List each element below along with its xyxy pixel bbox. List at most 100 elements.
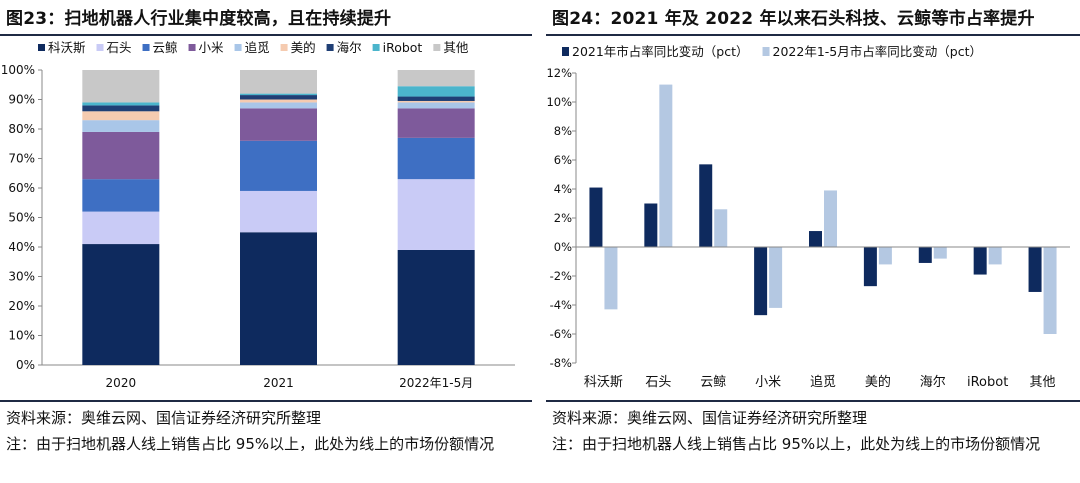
left-source-text: 资料来源：奥维云网、国信证券经济研究所整理 bbox=[6, 409, 322, 427]
left-figure-panel: 图23：扫地机器人行业集中度较高，且在持续提升 0% 10% 20% 30% 40% 50… bbox=[0, 0, 532, 483]
y-tick-label: -2% bbox=[550, 269, 572, 283]
left-figure-title: 图23：扫地机器人行业集中度较高，且在持续提升 bbox=[6, 9, 392, 29]
bar bbox=[863, 247, 877, 287]
y-tick-label: 100% bbox=[1, 63, 35, 77]
right-figure-title: 图24：2021 年及 2022 年以来石头科技、云鲸等市占率提升 bbox=[552, 9, 1035, 29]
legend-swatch bbox=[433, 44, 441, 51]
legend-swatch bbox=[280, 44, 288, 51]
bar-segment bbox=[240, 102, 317, 109]
bar bbox=[769, 247, 783, 308]
y-tick-label: -4% bbox=[550, 298, 572, 312]
y-tick-label: 8% bbox=[554, 124, 572, 138]
legend-swatch bbox=[562, 47, 569, 56]
legend-swatch bbox=[142, 44, 150, 51]
bar-segment bbox=[82, 111, 160, 121]
y-tick-label: 80% bbox=[8, 122, 35, 136]
x-tick-label: 追觅 bbox=[810, 374, 836, 390]
bar bbox=[659, 84, 673, 247]
legend-label: 石头 bbox=[107, 40, 132, 55]
bar-segment bbox=[240, 190, 317, 233]
legend-swatch bbox=[188, 44, 196, 51]
bar-segment bbox=[397, 249, 475, 365]
legend-label: 其他 bbox=[443, 40, 469, 55]
left-top-rule bbox=[0, 34, 532, 36]
bar bbox=[988, 247, 1002, 265]
x-tick-label: 其他 bbox=[1030, 375, 1056, 390]
bar-segment bbox=[240, 99, 317, 103]
bar bbox=[604, 247, 618, 310]
y-tick-label: 12% bbox=[546, 66, 572, 80]
bar-segment bbox=[82, 211, 160, 245]
bar bbox=[824, 190, 837, 247]
y-tick-label: 90% bbox=[8, 93, 35, 107]
legend-swatch bbox=[234, 44, 242, 51]
bar-segment bbox=[240, 140, 317, 191]
bar bbox=[644, 203, 658, 247]
y-tick-label: -8% bbox=[550, 356, 572, 370]
bar-segment bbox=[240, 232, 317, 365]
bar bbox=[1028, 247, 1042, 292]
legend-swatch bbox=[372, 44, 380, 51]
x-tick-label: 科沃斯 bbox=[584, 375, 623, 390]
right-bottom-rule bbox=[546, 400, 1080, 402]
bar bbox=[809, 231, 822, 247]
right-note-text: 注：由于扫地机器人线上销售占比 95%以上，此处为线上的市场份额情况 bbox=[552, 435, 1041, 453]
bar bbox=[973, 247, 987, 275]
y-tick-label: 60% bbox=[8, 181, 35, 195]
bar-segment bbox=[240, 95, 317, 100]
bar bbox=[589, 187, 603, 247]
x-tick-label: 2021 bbox=[263, 376, 294, 390]
bar-segment bbox=[240, 93, 317, 96]
x-tick-label: 2022年1-5月 bbox=[399, 376, 473, 390]
y-tick-label: 30% bbox=[8, 270, 35, 284]
legend-label: 美的 bbox=[291, 40, 316, 55]
bar-segment bbox=[397, 108, 475, 138]
right-source-text: 资料来源：奥维云网、国信证券经济研究所整理 bbox=[552, 409, 868, 427]
bar-segment bbox=[397, 96, 475, 101]
bar-segment bbox=[82, 102, 160, 106]
legend-label: 2022年1-5月市占率同比变动（pct） bbox=[773, 44, 982, 59]
legend-label: iRobot bbox=[383, 40, 423, 55]
x-tick-label: 2020 bbox=[106, 376, 137, 390]
y-tick-label: -6% bbox=[550, 327, 572, 341]
y-tick-label: 0% bbox=[16, 358, 35, 372]
market-share-stacked-chart: 0% 10% 20% 30% 40% 50% 60% 70% 80% 90% 100% 科沃斯 石头 云鲸… bbox=[1, 40, 515, 390]
bar bbox=[699, 164, 713, 247]
legend-label: 科沃斯 bbox=[48, 40, 86, 55]
bar bbox=[933, 247, 947, 259]
x-tick-label: 云鲸 bbox=[700, 375, 726, 390]
y-tick-label: 2% bbox=[554, 211, 572, 225]
share-change-bar-chart: -8% -6% -4% -2% 0% 2% 4% 6% 8% 10% 12%2021年市占率同比变动… bbox=[546, 44, 1070, 390]
bar-segment bbox=[397, 179, 475, 250]
y-tick-label: 6% bbox=[554, 153, 572, 167]
legend-label: 2021年市占率同比变动（pct） bbox=[572, 44, 749, 59]
legend-swatch bbox=[762, 47, 770, 56]
legend-swatch bbox=[96, 44, 104, 51]
right-figure-panel: 图24：2021 年及 2022 年以来石头科技、云鲸等市占率提升 -8% -6%… bbox=[546, 0, 1080, 483]
y-tick-label: 40% bbox=[8, 240, 35, 254]
bar-segment bbox=[240, 108, 317, 141]
bar-segment bbox=[240, 70, 317, 94]
legend-label: 追觅 bbox=[245, 40, 270, 55]
bar-segment bbox=[82, 105, 160, 112]
legend-swatch bbox=[326, 44, 334, 51]
y-tick-label: 0% bbox=[554, 240, 572, 254]
legend-label: 小米 bbox=[199, 40, 225, 55]
y-tick-label: 70% bbox=[8, 152, 35, 166]
bar-segment bbox=[397, 86, 475, 97]
bar bbox=[918, 247, 932, 263]
bar bbox=[754, 247, 768, 316]
x-tick-label: 石头 bbox=[645, 375, 671, 390]
bar-segment bbox=[82, 70, 160, 103]
left-note-text: 注：由于扫地机器人线上销售占比 95%以上，此处为线上的市场份额情况 bbox=[6, 435, 495, 453]
bar-segment bbox=[397, 137, 475, 180]
y-tick-label: 20% bbox=[8, 299, 35, 313]
legend-swatch bbox=[38, 44, 45, 51]
x-tick-label: 美的 bbox=[865, 374, 891, 390]
y-tick-label: 10% bbox=[546, 95, 572, 109]
left-bottom-rule bbox=[0, 400, 532, 402]
x-tick-label: 小米 bbox=[755, 375, 781, 390]
bar bbox=[714, 209, 728, 247]
bar-segment bbox=[82, 120, 160, 132]
bar-segment bbox=[397, 100, 475, 103]
